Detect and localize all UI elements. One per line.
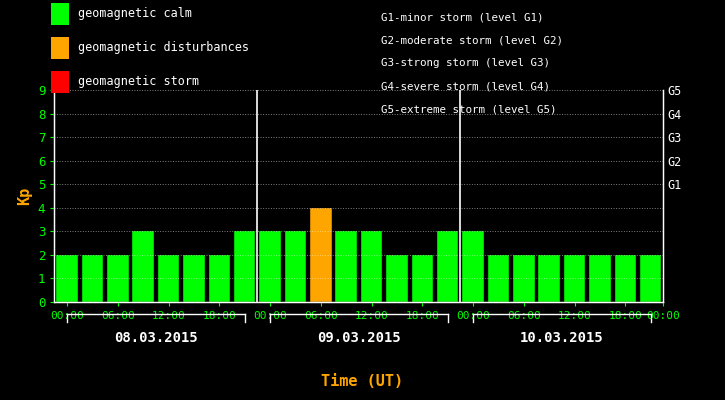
Bar [488, 255, 509, 302]
Text: 09.03.2015: 09.03.2015 [317, 331, 401, 345]
Bar [513, 255, 534, 302]
Text: G5-extreme storm (level G5): G5-extreme storm (level G5) [381, 105, 556, 115]
Bar [107, 255, 128, 302]
Bar [386, 255, 407, 302]
Text: 10.03.2015: 10.03.2015 [520, 331, 604, 345]
Bar [234, 231, 255, 302]
Bar [158, 255, 179, 302]
Text: G2-moderate storm (level G2): G2-moderate storm (level G2) [381, 35, 563, 45]
Bar [589, 255, 610, 302]
Bar [539, 255, 560, 302]
Y-axis label: Kp: Kp [17, 187, 33, 205]
Bar [183, 255, 204, 302]
Text: geomagnetic disturbances: geomagnetic disturbances [78, 42, 249, 54]
Text: Time (UT): Time (UT) [321, 374, 404, 390]
Text: geomagnetic calm: geomagnetic calm [78, 8, 191, 20]
Bar [412, 255, 433, 302]
Bar [82, 255, 103, 302]
Bar [463, 231, 484, 302]
Bar [564, 255, 585, 302]
Bar [310, 208, 331, 302]
Bar [209, 255, 230, 302]
Bar [336, 231, 357, 302]
Text: geomagnetic storm: geomagnetic storm [78, 76, 199, 88]
Bar [437, 231, 458, 302]
Bar [260, 231, 281, 302]
Bar [640, 255, 661, 302]
Bar [285, 231, 306, 302]
Bar [615, 255, 636, 302]
Text: G1-minor storm (level G1): G1-minor storm (level G1) [381, 12, 543, 22]
Bar [133, 231, 154, 302]
Text: 08.03.2015: 08.03.2015 [114, 331, 198, 345]
Bar [57, 255, 78, 302]
Text: G3-strong storm (level G3): G3-strong storm (level G3) [381, 58, 550, 68]
Text: G4-severe storm (level G4): G4-severe storm (level G4) [381, 82, 550, 92]
Bar [361, 231, 382, 302]
